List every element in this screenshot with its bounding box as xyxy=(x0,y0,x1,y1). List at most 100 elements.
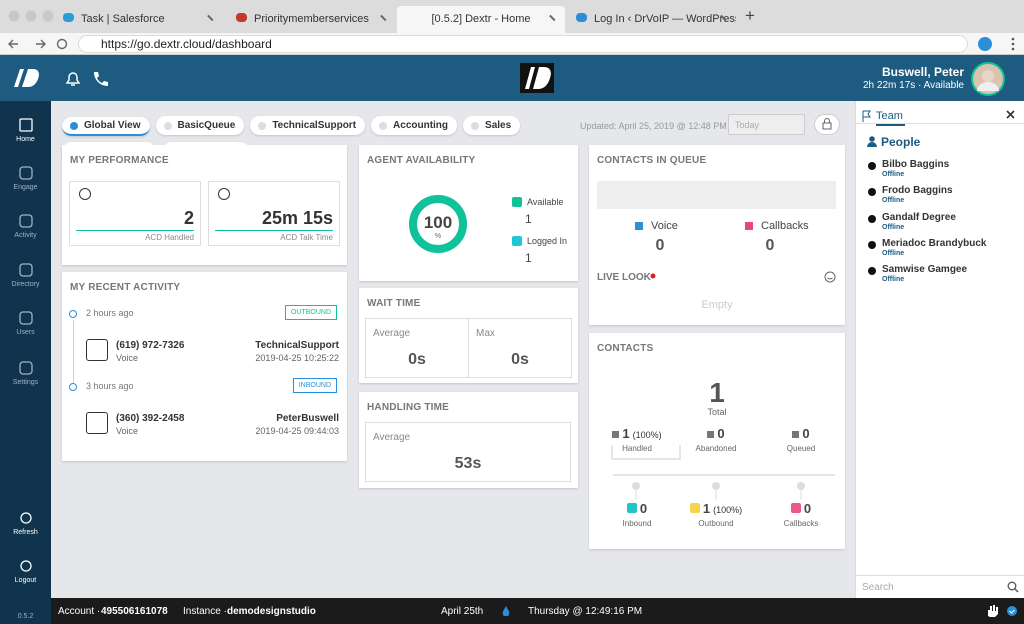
person-name[interactable]: Meriadoc Brandybuck xyxy=(882,237,987,249)
person-name[interactable]: Frodo Baggins xyxy=(882,185,953,197)
stat-rule xyxy=(76,230,194,231)
queue-name: Global View xyxy=(84,120,141,131)
queue-tab[interactable]: TechnicalSupport xyxy=(250,116,366,135)
person-dot xyxy=(868,267,876,276)
date-input[interactable]: Today xyxy=(728,114,805,135)
nav-item[interactable]: Activity xyxy=(0,214,51,239)
availability-percent: 100 xyxy=(423,213,453,232)
nav-icon xyxy=(18,166,33,180)
browser-tab[interactable]: [0.5.2] Dextr - Home xyxy=(397,6,565,33)
contact-value: 0 xyxy=(717,426,725,441)
people-icon xyxy=(867,136,877,147)
stat-value: 2 xyxy=(183,208,194,228)
person-dot xyxy=(868,188,876,197)
url[interactable]: https://go.dextr.cloud/dashboard xyxy=(101,37,272,51)
nav-item[interactable]: Settings xyxy=(0,361,51,386)
nav-item[interactable]: Logout xyxy=(0,559,51,584)
person-name[interactable]: Samwise Gamgee xyxy=(882,264,968,276)
card-title: CONTACTS xyxy=(597,343,654,354)
team-tab[interactable]: Team xyxy=(876,110,905,126)
browser-tab[interactable]: Prioritymemberservices xyxy=(254,13,369,25)
flag-icon xyxy=(862,110,871,122)
contact-stat: 0 xyxy=(751,501,851,516)
time-value: 53s xyxy=(454,455,482,472)
search-icon[interactable] xyxy=(1007,581,1019,593)
queue-name: Accounting xyxy=(393,120,449,131)
footer-icons[interactable] xyxy=(986,604,1018,618)
nav-item[interactable]: Refresh xyxy=(0,511,51,536)
card-title: HANDLING TIME xyxy=(367,402,450,413)
total-label: Total xyxy=(707,407,727,417)
footer: Account · 495506161078 Instance · demode… xyxy=(51,598,1024,624)
queue-tab[interactable]: Global View xyxy=(62,117,150,136)
contact-pct: (100%) xyxy=(713,505,743,515)
user-name: Buswell, Peter xyxy=(881,65,964,79)
nav-item[interactable]: Home xyxy=(0,118,51,143)
contact-label: Queued xyxy=(786,444,816,453)
wait-time: WAIT TIME Average 0s Max 0s xyxy=(359,288,578,383)
recent-activity: MY RECENT ACTIVITY 2 hours ago OUTBOUND (6… xyxy=(62,272,347,461)
timeline-dot xyxy=(69,310,77,318)
queue-label: Voice xyxy=(651,220,678,232)
time-box: Max 0s xyxy=(468,318,572,378)
nav-label: Home xyxy=(16,136,35,143)
time-box: Average 0s xyxy=(365,318,469,378)
close[interactable] xyxy=(1006,110,1015,119)
queue-bar xyxy=(597,181,836,209)
new-tab[interactable]: + xyxy=(745,6,755,25)
nav-item[interactable]: Engage xyxy=(0,166,51,191)
contact-swatch xyxy=(792,431,800,438)
tab-icon xyxy=(63,13,74,22)
contact-swatch xyxy=(689,503,700,513)
card-title: MY RECENT ACTIVITY xyxy=(70,282,181,293)
live-dot xyxy=(650,273,656,279)
nav-item[interactable]: Directory xyxy=(0,263,51,288)
timeline-dot xyxy=(69,383,77,391)
timeline-line xyxy=(73,320,74,383)
browser-icons[interactable] xyxy=(975,35,1020,53)
queue-tab[interactable]: BasicQueue xyxy=(155,116,245,135)
contact-label: Handled xyxy=(622,444,652,453)
nav-icon xyxy=(19,560,32,572)
app-header: Buswell, Peter 2h 22m 17s · Available xyxy=(0,55,1024,101)
nav-buttons[interactable] xyxy=(6,36,70,52)
contact-pct: (100%) xyxy=(632,430,662,440)
stat-label: ACD Talk Time xyxy=(280,233,333,242)
person-dot xyxy=(868,162,876,170)
nav-label: Directory xyxy=(11,281,40,288)
header-icons[interactable] xyxy=(64,70,110,88)
direction-badge: OUTBOUND xyxy=(284,305,337,320)
user-status[interactable]: 2h 22m 17s · Available xyxy=(863,80,964,91)
address-bar: https://go.dextr.cloud/dashboard xyxy=(0,33,1024,55)
person-name[interactable]: Bilbo Baggins xyxy=(882,159,950,170)
percent-unit: % xyxy=(434,233,442,240)
nav-item[interactable]: Users xyxy=(0,311,51,336)
activity-queue: TechnicalSupport xyxy=(255,340,339,351)
contacts-in-queue: CONTACTS IN QUEUE Voice 0 Callbacks 0 LIVE … xyxy=(589,145,845,325)
avatar[interactable] xyxy=(970,61,1006,97)
queue-label: Callbacks xyxy=(761,220,809,232)
handling-time: HANDLING TIME Average 53s xyxy=(359,392,578,488)
search-input[interactable]: Search xyxy=(862,582,894,593)
queue-tab[interactable]: Accounting xyxy=(371,116,458,135)
nav-icon xyxy=(19,512,32,524)
person-name[interactable]: Gandalf Degree xyxy=(882,211,956,223)
contact-value: 0 xyxy=(803,501,812,516)
face-icon[interactable] xyxy=(824,271,836,283)
activity-type: Voice xyxy=(116,353,139,363)
queue-tab[interactable]: Sales xyxy=(463,116,521,135)
legend-swatch xyxy=(512,197,522,207)
browser-tab[interactable]: Task | Salesforce xyxy=(81,13,165,25)
browser-tab[interactable]: Log In ‹ DrVoIP — WordPress xyxy=(594,13,736,25)
card-title: MY PERFORMANCE xyxy=(70,155,169,166)
person-dot xyxy=(868,240,876,249)
queue-name: TechnicalSupport xyxy=(272,120,357,131)
window-controls xyxy=(8,10,54,22)
activity-time: 3 hours ago xyxy=(86,381,134,391)
tab-bar: Task | Salesforce Prioritymemberservices [… xyxy=(0,0,1024,33)
lock-button[interactable] xyxy=(814,114,840,135)
card-title: CONTACTS IN QUEUE xyxy=(597,155,707,166)
contact-swatch xyxy=(707,431,715,438)
nav-icon xyxy=(18,118,33,132)
